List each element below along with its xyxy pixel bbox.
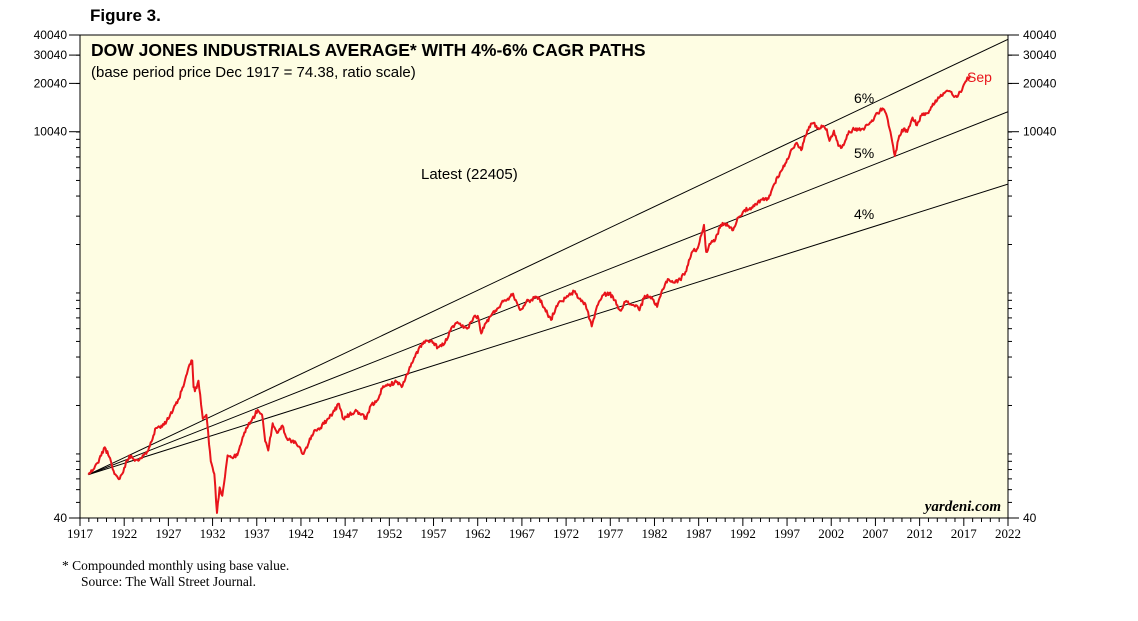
- x-tick-label: 1977: [597, 526, 624, 541]
- y-tick-label-left: 10040: [34, 125, 68, 139]
- x-tick-label: 1942: [288, 526, 314, 541]
- x-tick-label: 2012: [907, 526, 933, 541]
- x-tick-label: 1972: [553, 526, 579, 541]
- source-watermark: yardeni.com: [923, 499, 1001, 515]
- x-tick-label: 1947: [332, 526, 359, 541]
- y-tick-label-left: 20040: [34, 76, 68, 90]
- cagr-path-4pct: [88, 183, 1008, 476]
- x-tick-label: 1917: [67, 526, 94, 541]
- x-tick-label: 1922: [111, 526, 137, 541]
- dow-series-line: [87, 75, 971, 514]
- label-5pct: 5%: [854, 145, 874, 161]
- x-tick-label: 1992: [730, 526, 756, 541]
- y-tick-label-right: 40: [1023, 511, 1037, 525]
- y-tick-label-right: 30040: [1023, 48, 1057, 62]
- latest-annotation: Latest (22405): [421, 166, 518, 183]
- x-tick-label: 2017: [951, 526, 978, 541]
- footnote-line-2: Source: The Wall Street Journal.: [81, 574, 256, 589]
- x-tick-label: 2022: [995, 526, 1021, 541]
- cagr-paths: [88, 38, 1008, 476]
- y-tick-label-right: 40040: [1023, 28, 1057, 42]
- x-tick-label: 1982: [641, 526, 667, 541]
- x-tick-label: 1962: [465, 526, 491, 541]
- plot-area: [79, 34, 1009, 519]
- x-tick-label: 1957: [421, 526, 448, 541]
- x-tick-label: 1987: [686, 526, 713, 541]
- y-axis-right: 40040 30040 20040 10040 40: [1008, 28, 1057, 525]
- y-tick-label-left: 40040: [34, 28, 68, 42]
- chart-subtitle: (base period price Dec 1917 = 74.38, rat…: [91, 64, 416, 81]
- label-4pct: 4%: [854, 206, 874, 222]
- y-tick-label-left: 30040: [34, 48, 68, 62]
- y-axis-left: 40040 30040 20040 10040 40: [34, 28, 80, 525]
- x-tick-label: 2007: [862, 526, 889, 541]
- x-tick-label: 1927: [155, 526, 182, 541]
- figure-label: Figure 3.: [90, 6, 161, 25]
- footnote: * Compounded monthly using base value. S…: [62, 558, 289, 590]
- cagr-path-6pct: [88, 38, 1008, 476]
- x-tick-label: 1997: [774, 526, 801, 541]
- x-tick-label: 2002: [818, 526, 844, 541]
- label-6pct: 6%: [854, 90, 874, 106]
- x-axis: 1917 1922 1927 1932 1937 1942 1947 1952 1957 1962…: [67, 518, 1021, 541]
- y-tick-label-left: 40: [54, 511, 68, 525]
- chart-title: DOW JONES INDUSTRIALS AVERAGE* WITH 4%-6…: [91, 40, 646, 60]
- sep-label: Sep: [967, 69, 992, 85]
- footnote-line-1: * Compounded monthly using base value.: [62, 558, 290, 573]
- x-tick-label: 1967: [509, 526, 536, 541]
- cagr-path-5pct: [88, 111, 1008, 476]
- y-tick-label-right: 10040: [1023, 125, 1057, 139]
- x-tick-label: 1952: [376, 526, 402, 541]
- x-tick-label: 1932: [200, 526, 226, 541]
- y-tick-label-right: 20040: [1023, 76, 1057, 90]
- x-tick-label: 1937: [244, 526, 271, 541]
